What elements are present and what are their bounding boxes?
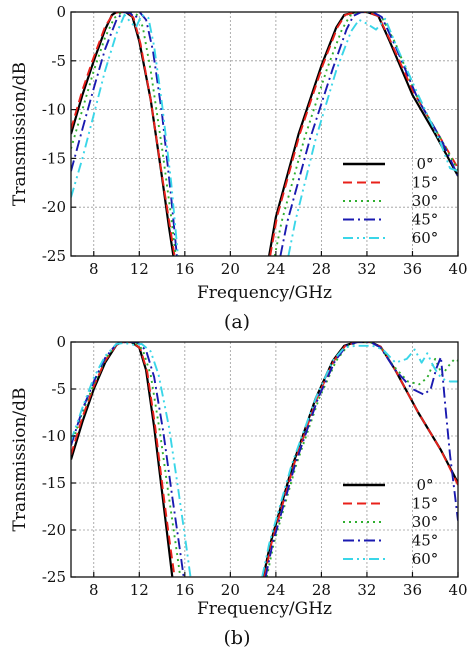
legend-label: 60° <box>412 550 439 568</box>
series-line <box>71 342 182 577</box>
legend-label: 45° <box>412 211 439 229</box>
x-axis-label-a: Frequency/GHz <box>197 283 332 303</box>
chart-panel-b: 8 12 16 20 24 28 32 36 40 0 -5 -10 -15 -20 -25 Transmi… <box>10 333 468 649</box>
y-tick-label: -10 <box>42 101 66 119</box>
legend-label: 0° <box>416 155 433 173</box>
legend-label: 0° <box>416 476 433 494</box>
y-tick-label: 0 <box>56 333 66 351</box>
y-tick-label: -20 <box>42 521 66 539</box>
x-tick-label: 40 <box>448 260 467 278</box>
y-tick-label: 0 <box>56 3 66 21</box>
y-axis-label-b: Transmission/dB <box>10 387 30 531</box>
x-tick-label: 8 <box>89 260 99 278</box>
y-tick-label: -25 <box>42 568 66 586</box>
x-tick-label: 20 <box>221 581 240 599</box>
x-tick-label: 28 <box>312 260 331 278</box>
series-line <box>71 342 176 577</box>
x-tick-label: 40 <box>448 581 467 599</box>
series-line <box>71 342 174 577</box>
y-tick-label: -25 <box>42 247 66 265</box>
x-tick-label: 20 <box>221 260 240 278</box>
x-tick-label: 12 <box>130 260 149 278</box>
series-b <box>71 342 458 577</box>
legend-label: 15° <box>412 174 439 192</box>
legend-b: 0°15°30°45°60° <box>343 476 438 568</box>
x-tick-label: 32 <box>357 581 376 599</box>
series-line <box>264 342 458 577</box>
x-tick-label: 16 <box>175 260 194 278</box>
series-line <box>287 17 458 256</box>
x-tick-label: 12 <box>130 581 149 599</box>
y-tick-label: -15 <box>42 149 66 167</box>
ticks-b: 8 12 16 20 24 28 32 36 40 0 -5 -10 -15 -20 -25 <box>42 333 468 599</box>
y-axis-label-a: Transmission/dB <box>10 62 30 206</box>
x-tick-label: 8 <box>89 581 99 599</box>
plot-frame-b <box>70 341 459 578</box>
series-line <box>262 342 458 577</box>
series-line <box>71 12 175 256</box>
series-line <box>71 13 179 256</box>
series-line <box>71 342 192 577</box>
series-line <box>269 12 458 256</box>
series-line <box>265 342 458 577</box>
x-tick-label: 36 <box>403 581 422 599</box>
series-line <box>273 12 458 256</box>
series-line <box>71 12 177 256</box>
legend-label: 30° <box>412 192 439 210</box>
y-tick-label: -15 <box>42 474 66 492</box>
legend-a: 0°15°30°45°60° <box>343 155 438 247</box>
x-tick-label: 32 <box>357 260 376 278</box>
grid-b <box>71 342 458 577</box>
series-line <box>279 12 458 256</box>
x-tick-label: 16 <box>175 581 194 599</box>
series-line <box>261 344 458 577</box>
series-a <box>71 12 458 256</box>
panel-label-a: (a) <box>224 311 250 333</box>
ticks-a: 8 12 16 20 24 28 32 36 40 0 -5 -10 -15 -20 -25 <box>42 3 468 278</box>
y-tick-label: -5 <box>51 52 66 70</box>
series-line <box>263 342 458 577</box>
y-tick-label: -10 <box>42 427 66 445</box>
series-line <box>268 12 458 256</box>
panel-label-b: (b) <box>224 627 251 649</box>
legend-label: 60° <box>412 229 439 247</box>
y-tick-label: -5 <box>51 380 66 398</box>
legend-label: 15° <box>412 495 439 513</box>
x-tick-label: 24 <box>266 260 285 278</box>
y-tick-label: -20 <box>42 198 66 216</box>
legend-label: 45° <box>412 532 439 550</box>
x-axis-label-b: Frequency/GHz <box>197 599 332 619</box>
x-tick-label: 24 <box>266 581 285 599</box>
series-line <box>71 342 185 577</box>
series-line <box>71 12 176 256</box>
series-line <box>71 12 178 256</box>
grid-a <box>71 12 458 256</box>
plot-frame-a <box>70 11 459 257</box>
chart-panel-a: 8 12 16 20 24 28 32 36 40 0 -5 -10 -15 -20 -25 Transmi… <box>10 3 468 333</box>
legend-label: 30° <box>412 513 439 531</box>
x-tick-label: 36 <box>403 260 422 278</box>
x-tick-label: 28 <box>312 581 331 599</box>
